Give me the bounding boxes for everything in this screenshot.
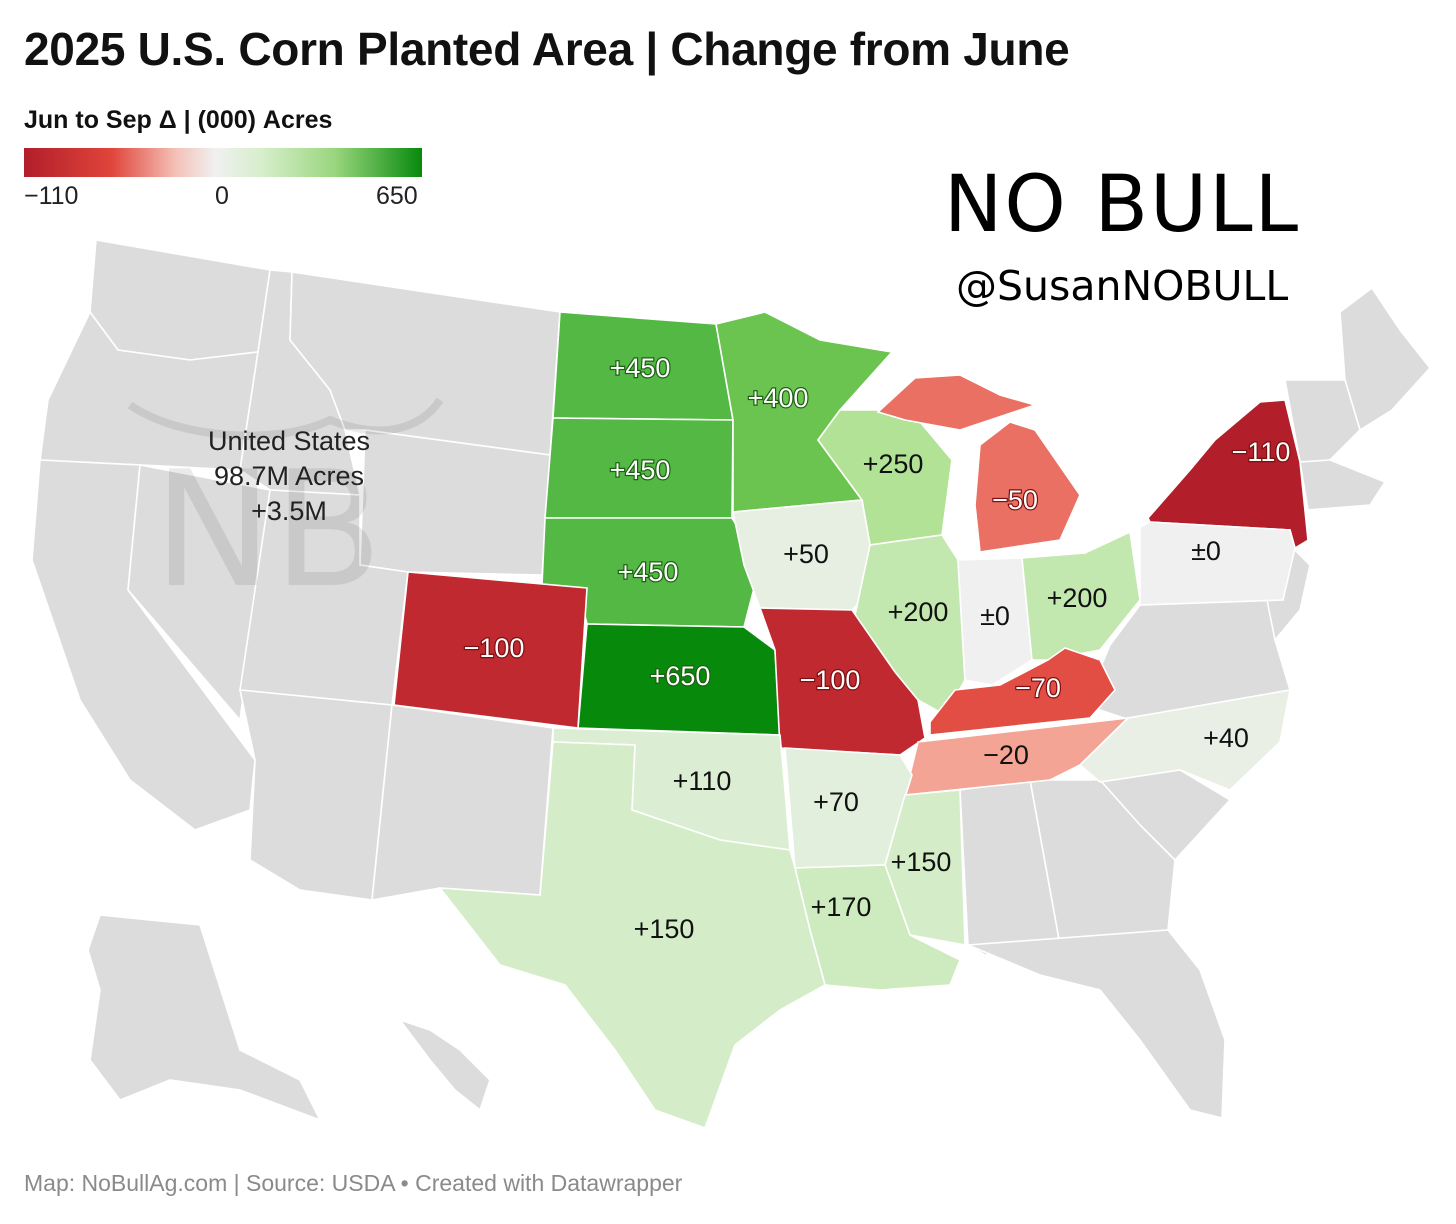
state-value-labels: +450 +450 +450 +650 +400 +250 +50 +200 ±0 +200 −50… [462, 352, 1291, 944]
state-wy [359, 429, 551, 576]
legend-max-label: 650 [376, 182, 418, 210]
value-label-in: ±0 [980, 601, 1010, 631]
annotation-line-1: United States [207, 426, 371, 456]
legend-min-label: −110 [24, 182, 79, 210]
state-fl [967, 929, 1226, 1120]
map-base [31, 239, 1432, 1122]
logo-handle: @SusanNOBULL [956, 262, 1289, 310]
value-label-la: +170 [811, 892, 872, 922]
us-total-annotation: United States 98.7M Acres +3.5M [160, 424, 418, 529]
value-label-ny: −110 [1232, 437, 1291, 467]
annotation-line-3: +3.5M [251, 496, 327, 526]
state-mi[interactable] [876, 374, 1081, 553]
state-az [238, 689, 393, 901]
value-label-ms: +150 [891, 847, 952, 877]
value-label-ky: −70 [1015, 673, 1061, 703]
state-nm [371, 704, 554, 901]
value-label-tn: −20 [983, 740, 1029, 770]
value-label-nc: +40 [1203, 723, 1249, 753]
value-label-ok: +110 [673, 766, 732, 796]
value-label-ks: +650 [650, 661, 711, 691]
value-label-ne: +450 [618, 557, 679, 587]
annotation-line-2: 98.7M Acres [213, 461, 365, 491]
value-label-pa: ±0 [1191, 536, 1221, 566]
color-scale-bar [24, 148, 422, 177]
state-ma-ct-ri [1299, 459, 1387, 511]
value-label-mn: +400 [748, 383, 809, 413]
value-label-wi: +250 [863, 449, 924, 479]
state-wa [89, 239, 271, 361]
state-hi [397, 1018, 491, 1112]
value-label-oh: +200 [1047, 583, 1108, 613]
value-label-ia: +50 [783, 539, 829, 569]
state-in[interactable] [957, 557, 1033, 686]
value-label-tx: +150 [634, 914, 695, 944]
state-pa[interactable] [1139, 521, 1296, 606]
value-label-nd: +450 [610, 353, 671, 383]
state-ak [87, 914, 322, 1122]
value-label-co: −100 [464, 633, 525, 663]
legend-mid-label: 0 [215, 182, 229, 210]
legend-title: Jun to Sep Δ | (000) Acres [24, 106, 333, 134]
value-label-mo: −100 [800, 665, 861, 695]
state-oh[interactable] [1021, 530, 1141, 661]
state-ky[interactable] [929, 647, 1116, 736]
value-label-ar: +70 [813, 787, 859, 817]
state-nv [127, 464, 271, 722]
state-tx[interactable] [438, 741, 826, 1130]
value-label-mi: −50 [992, 485, 1038, 515]
state-nc[interactable] [1078, 689, 1292, 791]
value-label-il: +200 [888, 597, 949, 627]
source-note: Map: NoBullAg.com | Source: USDA • Creat… [24, 1170, 683, 1196]
state-mo[interactable] [758, 607, 926, 756]
chart-title: 2025 U.S. Corn Planted Area | Change fro… [24, 23, 1070, 75]
value-label-sd: +450 [610, 455, 671, 485]
nobull-logo: NO BULL [944, 160, 1301, 250]
choropleth-states [393, 311, 1346, 1130]
svg-text:NB: NB [153, 436, 382, 623]
nb-watermark: NB [127, 397, 444, 623]
